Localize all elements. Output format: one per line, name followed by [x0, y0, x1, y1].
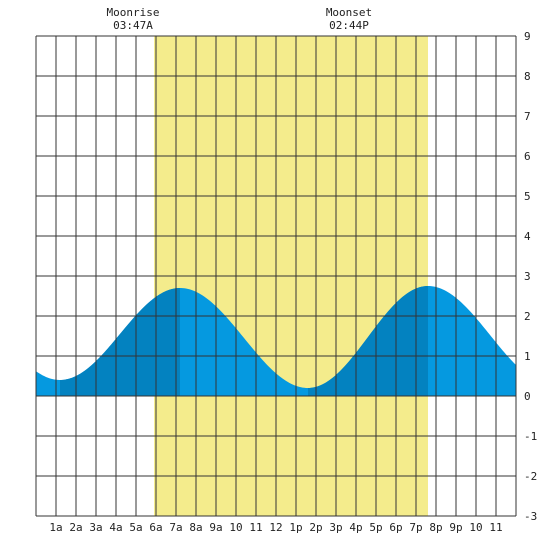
x-tick-label: 5p	[369, 521, 382, 534]
y-tick-label: -1	[524, 430, 537, 443]
moonset-time: 02:44P	[329, 19, 369, 32]
x-tick-label: 5a	[129, 521, 142, 534]
y-tick-label: 2	[524, 310, 531, 323]
moonset-title: Moonset	[325, 6, 373, 19]
x-tick-label: 4a	[109, 521, 122, 534]
grid-layer	[35, 35, 517, 517]
x-tick-label: 9p	[449, 521, 462, 534]
x-tick-label: 6a	[149, 521, 162, 534]
moonset-label: Moonset 02:44P	[304, 6, 394, 32]
x-tick-label: 1p	[289, 521, 302, 534]
y-tick-label: 7	[524, 110, 531, 123]
x-tick-label: 8p	[429, 521, 442, 534]
x-tick-label: 10	[469, 521, 482, 534]
x-tick-label: 7p	[409, 521, 422, 534]
moonrise-label: Moonrise 03:47A	[88, 6, 178, 32]
x-tick-label: 3p	[329, 521, 342, 534]
y-tick-label: 9	[524, 30, 531, 43]
x-tick-label: 6p	[389, 521, 402, 534]
x-tick-label: 1a	[49, 521, 62, 534]
tide-rising-area-2	[308, 286, 428, 396]
y-tick-label: 0	[524, 390, 531, 403]
x-tick-label: 11	[489, 521, 502, 534]
x-tick-label: 4p	[349, 521, 362, 534]
x-tick-label: 3a	[89, 521, 102, 534]
y-tick-label: 8	[524, 70, 531, 83]
moonrise-time: 03:47A	[113, 19, 153, 32]
y-tick-label: 4	[524, 230, 531, 243]
x-tick-label: 2p	[309, 521, 322, 534]
y-tick-label: -2	[524, 470, 537, 483]
tide-rising-area-1	[60, 288, 180, 396]
y-tick-label: 5	[524, 190, 531, 203]
y-tick-label: 6	[524, 150, 531, 163]
y-tick-label: -3	[524, 510, 537, 523]
y-tick-label: 3	[524, 270, 531, 283]
y-tick-labels: 9 8 7 6 5 4 3 2 1 0 -1 -2 -3	[524, 30, 537, 523]
x-tick-label: 11	[249, 521, 262, 534]
y-tick-label: 1	[524, 350, 531, 363]
x-tick-label: 12	[269, 521, 282, 534]
moonrise-title: Moonrise	[106, 6, 160, 19]
x-tick-labels: 1a 2a 3a 4a 5a 6a 7a 8a 9a 10 11 12 1p 2p 3p 4p 5p 6p 7p 8p…	[49, 521, 502, 534]
x-tick-label: 2a	[69, 521, 82, 534]
x-tick-label: 8a	[189, 521, 202, 534]
x-tick-label: 7a	[169, 521, 182, 534]
x-tick-label: 9a	[209, 521, 222, 534]
x-tick-label: 10	[229, 521, 242, 534]
